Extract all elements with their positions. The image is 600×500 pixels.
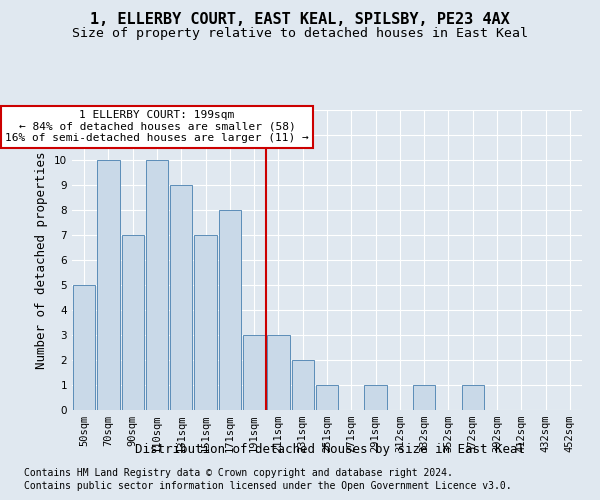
Bar bbox=[194, 235, 217, 410]
Text: 1, ELLERBY COURT, EAST KEAL, SPILSBY, PE23 4AX: 1, ELLERBY COURT, EAST KEAL, SPILSBY, PE… bbox=[90, 12, 510, 28]
Text: Contains public sector information licensed under the Open Government Licence v3: Contains public sector information licen… bbox=[24, 481, 512, 491]
Text: Size of property relative to detached houses in East Keal: Size of property relative to detached ho… bbox=[72, 28, 528, 40]
Bar bbox=[364, 385, 387, 410]
Bar bbox=[316, 385, 338, 410]
Bar bbox=[97, 160, 119, 410]
Bar bbox=[243, 335, 265, 410]
Bar bbox=[292, 360, 314, 410]
Bar bbox=[218, 210, 241, 410]
Bar bbox=[73, 285, 95, 410]
Bar bbox=[122, 235, 144, 410]
Text: Distribution of detached houses by size in East Keal: Distribution of detached houses by size … bbox=[135, 442, 525, 456]
Bar bbox=[267, 335, 290, 410]
Bar bbox=[170, 185, 193, 410]
Bar bbox=[146, 160, 168, 410]
Text: 1 ELLERBY COURT: 199sqm
← 84% of detached houses are smaller (58)
16% of semi-de: 1 ELLERBY COURT: 199sqm ← 84% of detache… bbox=[5, 110, 309, 143]
Bar bbox=[461, 385, 484, 410]
Text: Contains HM Land Registry data © Crown copyright and database right 2024.: Contains HM Land Registry data © Crown c… bbox=[24, 468, 453, 477]
Y-axis label: Number of detached properties: Number of detached properties bbox=[35, 151, 49, 369]
Bar bbox=[413, 385, 436, 410]
